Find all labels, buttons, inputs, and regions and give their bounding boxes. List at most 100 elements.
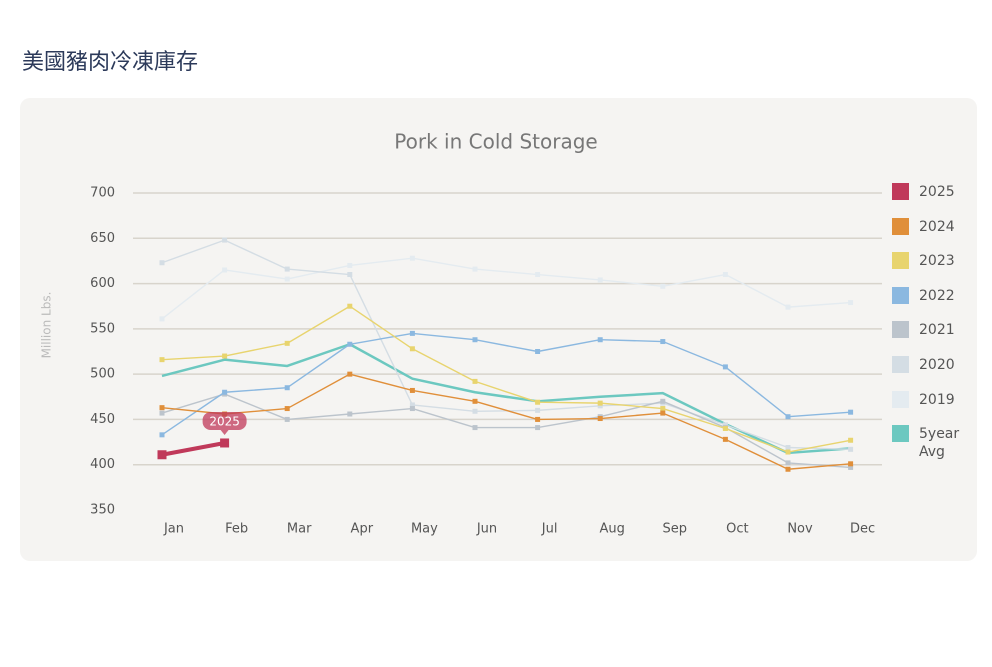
point — [722, 272, 728, 278]
legend-item: 2022 — [892, 286, 955, 305]
series-line — [161, 441, 225, 457]
point — [785, 304, 791, 310]
point — [785, 449, 791, 455]
annotation-pointer — [220, 429, 229, 435]
x-tick-label: Jul — [541, 522, 558, 537]
point — [284, 266, 290, 272]
x-tick-label: Dec — [850, 522, 875, 537]
point — [660, 398, 666, 404]
point — [848, 461, 854, 467]
point — [848, 464, 854, 470]
point — [848, 446, 854, 452]
point — [347, 272, 353, 278]
legend-swatch — [892, 390, 909, 408]
point — [785, 445, 791, 451]
point — [722, 422, 728, 428]
point — [660, 410, 666, 416]
point — [284, 416, 290, 422]
y-axis-label: Million Lbs. — [40, 292, 54, 359]
series-line — [161, 305, 851, 453]
point — [722, 364, 728, 370]
y-tick-label: 400 — [90, 457, 115, 472]
chart-title: Pork in Cold Storage — [394, 130, 597, 154]
series-line — [161, 393, 851, 469]
point — [284, 340, 290, 346]
legend-swatch — [892, 217, 909, 235]
point — [535, 272, 541, 278]
point — [409, 330, 415, 336]
legend-item: 2025 — [892, 183, 955, 201]
y-tick-label: 700 — [90, 186, 115, 201]
x-tick-label: Jun — [476, 522, 497, 537]
x-tick-label: Oct — [726, 522, 748, 537]
legend-swatch — [892, 356, 909, 373]
y-tick-label: 650 — [90, 231, 115, 246]
page-title: 美國豬肉冷凍庫存 — [22, 50, 199, 75]
point — [472, 266, 478, 272]
series-line — [161, 332, 851, 436]
point — [409, 255, 415, 261]
point — [535, 349, 541, 354]
x-tick-label: Sep — [663, 522, 688, 537]
point — [597, 277, 603, 283]
annotation-box — [202, 411, 247, 430]
point — [597, 400, 603, 406]
point — [535, 407, 541, 413]
legend-label: 5year Avg — [919, 426, 960, 461]
point — [159, 316, 165, 322]
legend-swatch — [892, 252, 909, 270]
point — [785, 466, 791, 472]
y-tick-label: 450 — [90, 412, 115, 427]
point — [159, 410, 165, 416]
y-tick-label: 550 — [90, 321, 115, 336]
point — [660, 283, 666, 289]
point — [660, 339, 666, 345]
point — [220, 438, 230, 448]
legend-swatch — [892, 321, 909, 339]
point — [472, 337, 478, 343]
legend-label: 2025 — [919, 184, 955, 200]
point — [284, 406, 290, 412]
legend-label: 2024 — [919, 218, 955, 235]
point — [409, 406, 415, 412]
point — [785, 460, 791, 466]
point — [284, 385, 290, 391]
y-tick-label: 350 — [90, 503, 115, 518]
point — [535, 425, 541, 431]
point — [222, 353, 228, 359]
point — [347, 303, 353, 309]
point — [347, 411, 353, 417]
point — [785, 414, 791, 420]
point — [284, 276, 290, 282]
point — [159, 432, 165, 438]
series-line — [161, 257, 851, 320]
point — [347, 262, 353, 268]
point — [597, 337, 603, 343]
point — [409, 387, 415, 393]
point — [472, 378, 478, 384]
x-tick-label: Apr — [351, 522, 374, 537]
series-line — [161, 373, 851, 470]
legend-swatch — [892, 286, 909, 304]
annotation: 2025 — [209, 414, 240, 428]
legend-item: 5year Avg — [892, 425, 964, 461]
point — [222, 267, 228, 273]
point — [848, 300, 854, 306]
legend-label: 2020 — [919, 357, 955, 373]
legend-item: 2021 — [892, 321, 955, 339]
x-tick-label: Feb — [225, 522, 248, 537]
point — [472, 398, 478, 404]
legend-item: 2020 — [892, 356, 955, 374]
x-tick-label: Nov — [787, 522, 813, 537]
point — [409, 402, 415, 408]
point — [409, 346, 415, 352]
point — [472, 425, 478, 431]
x-tick-label: Mar — [287, 522, 312, 537]
legend-label: 2022 — [919, 287, 955, 304]
legend-label: 2019 — [919, 391, 955, 408]
point — [535, 399, 541, 405]
legend-item: 2019 — [892, 390, 955, 409]
point — [472, 408, 478, 414]
point — [660, 406, 666, 412]
